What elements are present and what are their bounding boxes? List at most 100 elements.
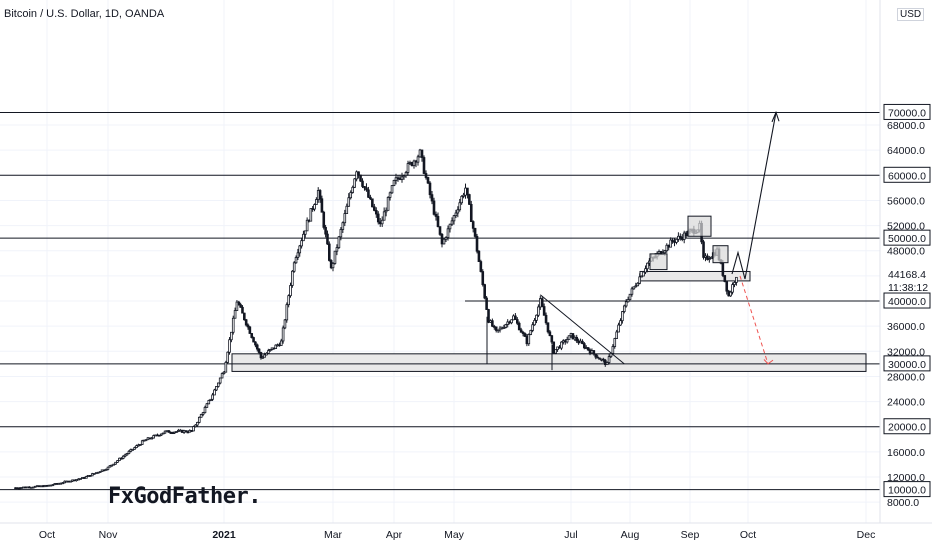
candle-body xyxy=(41,485,45,488)
candle-body xyxy=(98,471,102,474)
candle-body xyxy=(94,472,98,475)
candle-body xyxy=(594,353,598,358)
time-tick-label: May xyxy=(444,529,465,541)
candle-body xyxy=(353,178,356,188)
candle-body xyxy=(196,422,199,426)
candle-body xyxy=(333,250,337,264)
candle-body xyxy=(205,403,209,408)
candle-body xyxy=(546,322,550,333)
candle-body xyxy=(257,348,261,353)
candle-body xyxy=(203,407,207,414)
candle-body xyxy=(63,480,67,484)
candle-body xyxy=(416,156,420,163)
candle-body xyxy=(152,435,155,439)
candle-body xyxy=(263,354,266,358)
candle-body xyxy=(596,356,599,359)
candle-body xyxy=(491,320,494,327)
candle-body xyxy=(199,414,203,418)
time-axis: Oct Nov 2021 Mar Apr May Jul Aug Sep Oct Dec xyxy=(39,529,876,541)
candle-body xyxy=(226,351,229,363)
candle-body xyxy=(140,440,144,445)
trendline xyxy=(539,294,625,365)
candle-body xyxy=(27,486,31,489)
candle-body xyxy=(337,236,341,249)
candle-body xyxy=(328,243,331,261)
candle-body xyxy=(523,333,527,337)
currency-label[interactable]: USD xyxy=(897,8,925,21)
candle-body xyxy=(548,331,552,337)
candle-body xyxy=(96,471,100,474)
candle-body xyxy=(43,484,47,488)
candle-body xyxy=(33,485,37,488)
candle-body xyxy=(669,239,672,248)
candle-body xyxy=(471,221,475,229)
candle-body xyxy=(621,311,624,322)
candle-body xyxy=(261,356,265,359)
last-price-label: 44168.4 xyxy=(888,269,926,281)
candle-body xyxy=(487,309,490,323)
candle-body xyxy=(355,171,358,180)
candle-body xyxy=(347,197,351,207)
candle-body xyxy=(320,198,324,213)
candle-body xyxy=(87,475,90,477)
candle-body xyxy=(607,356,611,363)
candle-body xyxy=(67,480,70,483)
candle-body xyxy=(432,200,436,215)
candle-body xyxy=(104,468,108,471)
level-label-box xyxy=(883,229,931,246)
candle-body xyxy=(426,177,430,184)
candle-body xyxy=(565,339,569,343)
candle-body xyxy=(159,433,163,436)
candle-body xyxy=(24,486,27,489)
candle-body xyxy=(230,331,233,341)
candle-body xyxy=(679,235,682,238)
support-zone xyxy=(639,270,751,282)
candle-body xyxy=(611,346,615,354)
candle-body xyxy=(194,424,197,428)
candle-body xyxy=(100,469,104,473)
candle-body xyxy=(292,262,296,272)
candle-body xyxy=(442,238,446,245)
candle-body xyxy=(279,340,283,346)
candle-body xyxy=(318,190,322,200)
candle-body xyxy=(602,358,605,361)
candle-body xyxy=(640,275,643,278)
candle-body xyxy=(75,479,78,481)
projection-down-arrowhead xyxy=(763,359,774,365)
candle-body xyxy=(454,212,458,217)
candle-body xyxy=(462,194,465,197)
candle-body xyxy=(402,175,406,178)
level-label: 10000.0 xyxy=(888,485,926,497)
candle-body xyxy=(29,486,33,489)
candle-body xyxy=(31,486,35,489)
candle-body xyxy=(483,284,486,299)
price-tick-label: 28000.0 xyxy=(887,371,925,383)
level-label-box xyxy=(883,418,931,435)
candle-body xyxy=(634,285,638,288)
candle-body xyxy=(537,306,540,316)
candle-body xyxy=(35,485,39,488)
candle-body xyxy=(473,227,477,237)
candle-body xyxy=(241,306,244,314)
candle-body xyxy=(121,455,125,459)
candle-body xyxy=(444,237,448,240)
candle-body xyxy=(434,213,438,217)
candle-body xyxy=(77,478,80,481)
level-label: 70000.0 xyxy=(888,107,926,119)
candle-body xyxy=(396,177,400,180)
candle-body xyxy=(729,291,732,297)
candle-body xyxy=(14,487,17,490)
candle-body xyxy=(16,487,19,490)
candle-body xyxy=(510,319,513,324)
candle-body xyxy=(135,445,138,448)
candle-body xyxy=(428,182,432,196)
candle-body xyxy=(211,394,214,400)
candle-body xyxy=(519,329,523,333)
time-tick-label: Aug xyxy=(621,529,640,541)
countdown-label: 11:38:12 xyxy=(888,282,928,294)
candle-body xyxy=(289,285,292,297)
candle-body xyxy=(404,172,408,177)
candle-body xyxy=(479,261,483,272)
candle-body xyxy=(452,215,456,222)
